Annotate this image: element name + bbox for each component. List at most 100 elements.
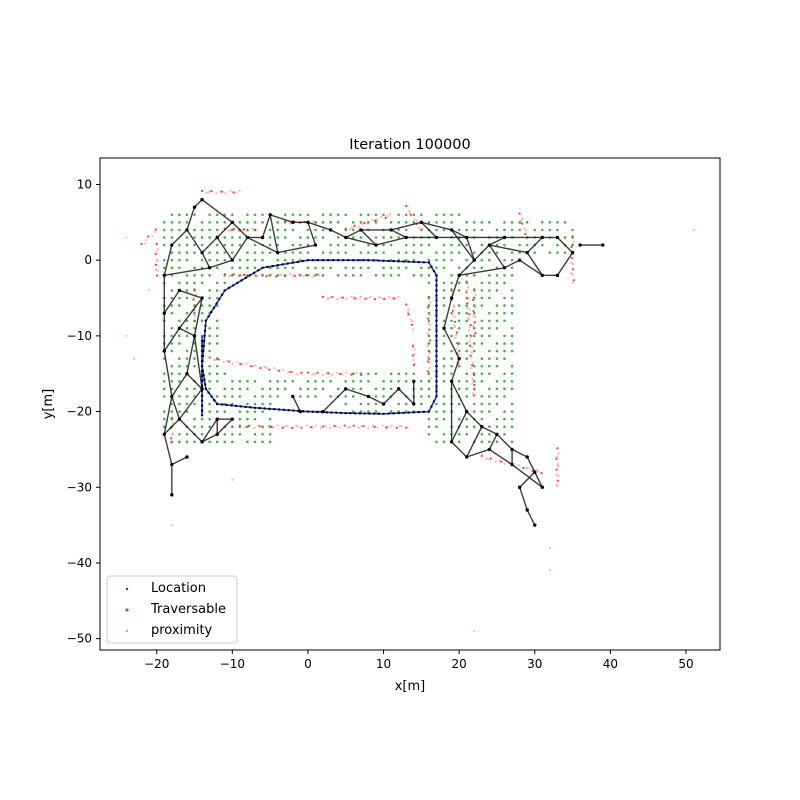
- graph-node: [480, 425, 484, 429]
- proximity-point: [466, 302, 469, 305]
- traversable-point: [457, 432, 461, 436]
- proximity-point: [318, 274, 321, 277]
- graph-edge: [193, 335, 203, 389]
- graph-edge: [526, 456, 536, 473]
- traversable-point: [465, 417, 469, 421]
- location-point: [377, 259, 380, 262]
- proximity-point: [311, 373, 314, 376]
- proximity-point: [276, 424, 279, 427]
- location-point: [435, 314, 438, 317]
- location-point: [200, 354, 204, 358]
- proximity-point: [400, 425, 403, 428]
- location-point: [306, 258, 310, 262]
- graph-node: [555, 235, 560, 240]
- proximity-point: [254, 364, 257, 367]
- traversable-point: [427, 266, 431, 270]
- traversable-point: [503, 387, 506, 391]
- proximity-point: [473, 321, 476, 324]
- location-point: [435, 354, 438, 358]
- graph-node: [396, 387, 401, 391]
- traversable-point: [435, 266, 438, 270]
- location-point: [427, 261, 431, 264]
- proximity-point: [471, 361, 475, 365]
- traversable-point: [457, 387, 461, 391]
- location-point: [200, 409, 204, 412]
- proximity-point: [555, 473, 558, 476]
- traversable-point: [200, 319, 204, 323]
- traversable-point: [253, 410, 257, 413]
- traversable-point: [215, 266, 219, 270]
- location-point: [257, 269, 260, 272]
- legend-box: [106, 575, 238, 644]
- location-point: [223, 289, 226, 292]
- traversable-point: [374, 251, 378, 254]
- traversable-point: [465, 349, 469, 353]
- traversable-point: [170, 266, 174, 270]
- graph-edge: [556, 252, 574, 276]
- traversable-point: [223, 221, 227, 224]
- location-point: [292, 409, 295, 412]
- traversable-point: [261, 221, 264, 224]
- traversable-point: [329, 243, 332, 247]
- graph-node: [177, 326, 182, 331]
- traversable-point: [170, 311, 174, 315]
- traversable-point: [480, 432, 484, 436]
- traversable-point: [480, 357, 484, 360]
- graph-node: [412, 402, 416, 406]
- traversable-point: [185, 440, 189, 444]
- traversable-point: [412, 258, 416, 262]
- traversable-point: [510, 289, 514, 292]
- traversable-point: [178, 258, 181, 262]
- proximity-point: [472, 324, 475, 328]
- graph-edge: [179, 327, 195, 337]
- proximity-point: [503, 462, 506, 466]
- traversable-point: [472, 349, 476, 353]
- traversable-point: [170, 236, 174, 239]
- traversable-point: [495, 228, 499, 232]
- proximity-point: [470, 351, 473, 354]
- traversable-point: [488, 274, 491, 277]
- traversable-point: [261, 432, 264, 436]
- traversable-point: [283, 221, 287, 224]
- traversable-point: [442, 281, 446, 285]
- traversable-point: [162, 236, 166, 239]
- traversable-point: [427, 281, 431, 285]
- proximity-point: [411, 343, 415, 346]
- traversable-point: [457, 349, 461, 353]
- proximity-point: [219, 190, 222, 193]
- traversable-point: [472, 251, 476, 254]
- traversable-point: [359, 251, 363, 254]
- graph-edge: [163, 396, 173, 435]
- traversable-point: [306, 274, 310, 277]
- traversable-point: [253, 243, 257, 247]
- traversable-point: [231, 213, 234, 217]
- traversable-point: [457, 281, 461, 285]
- traversable-point: [442, 213, 446, 217]
- x-axis-label: x[m]: [395, 679, 426, 694]
- graph-edge: [450, 275, 460, 299]
- traversable-point: [435, 213, 438, 217]
- traversable-point: [472, 387, 476, 391]
- graph-edge: [451, 229, 468, 239]
- proximity-point: [535, 468, 538, 471]
- traversable-point: [465, 357, 469, 360]
- proximity-point: [468, 326, 471, 329]
- graph-node: [328, 228, 333, 232]
- traversable-point: [185, 357, 189, 360]
- location-point: [342, 258, 345, 262]
- graph-edge: [345, 229, 362, 239]
- traversable-point: [215, 327, 219, 330]
- proximity-point: [238, 189, 241, 193]
- traversable-point: [193, 440, 196, 444]
- proximity-point: [153, 230, 157, 233]
- graph-edge: [178, 388, 203, 420]
- traversable-point: [291, 228, 295, 232]
- traversable-point: [382, 395, 385, 398]
- graph-node: [306, 220, 310, 225]
- traversable-point: [510, 410, 514, 413]
- location-point: [200, 414, 204, 417]
- proximity-point: [428, 328, 431, 331]
- proximity-point: [339, 372, 342, 376]
- proximity-point: [155, 242, 158, 246]
- graph-node: [381, 402, 386, 406]
